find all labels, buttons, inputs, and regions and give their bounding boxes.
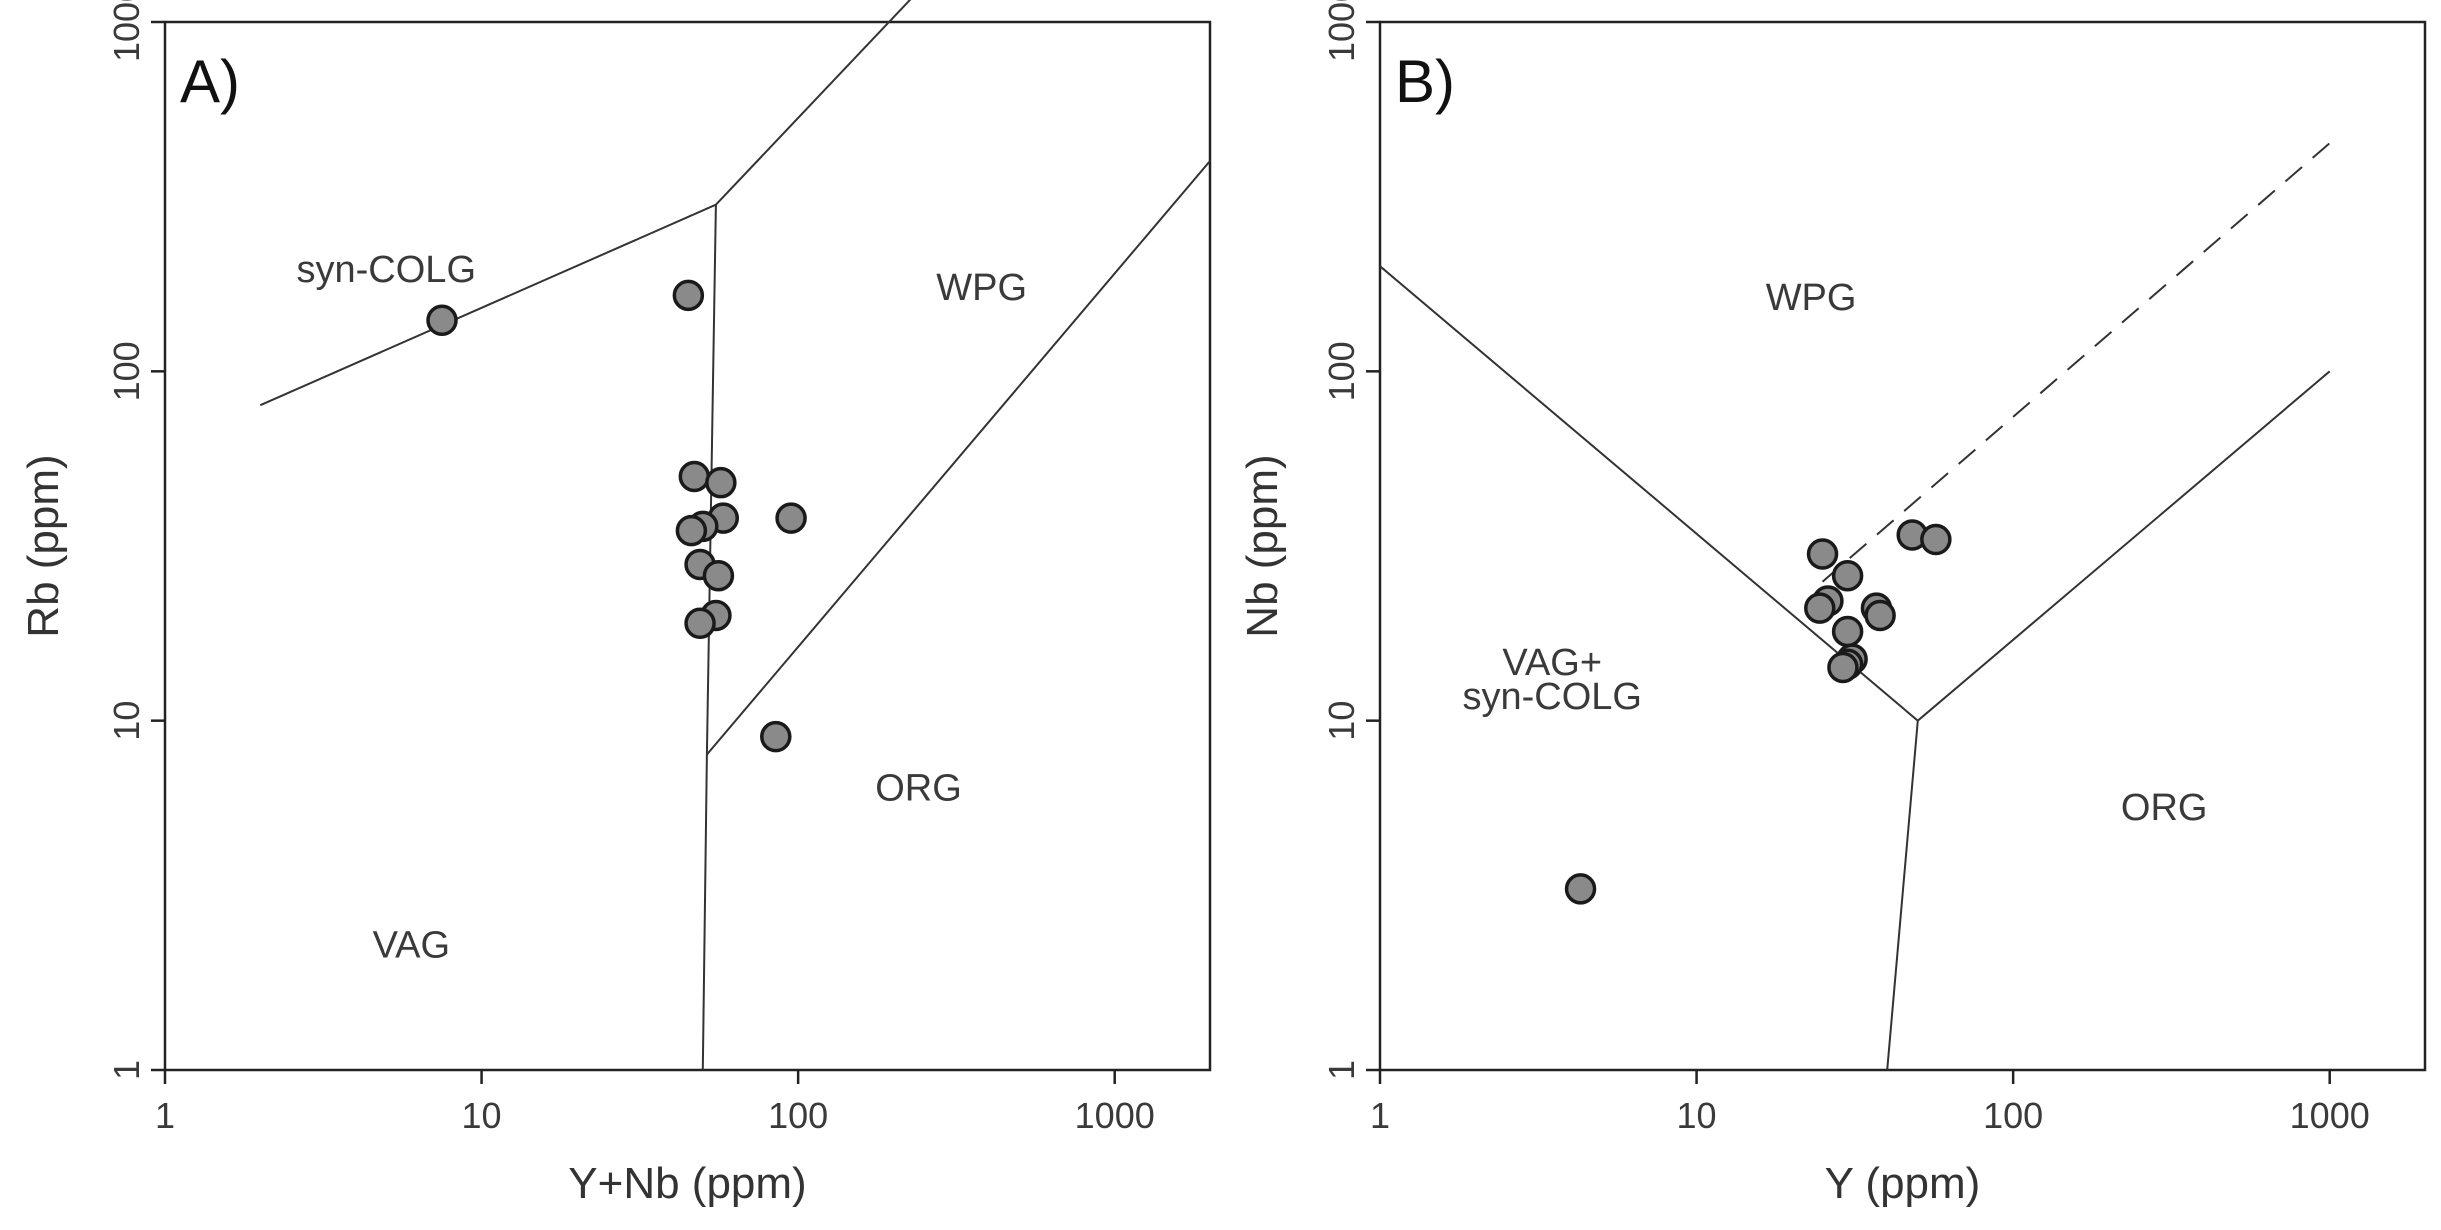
panel-label: B) xyxy=(1395,48,1455,115)
region-label-vag: VAG xyxy=(373,924,450,966)
y-tick-label: 1 xyxy=(106,1060,147,1080)
panel-b-nb-vs-y: 1 10 100 1000 1 10 100 1000 Y (ppm) Nb (ppm) B) WPG… xyxy=(1238,0,2427,1208)
data-point xyxy=(1806,538,1839,570)
x-tick-label: 1000 xyxy=(2290,1095,2370,1136)
y-tick-label: 100 xyxy=(1321,341,1362,401)
y-axis-label: Rb (ppm) xyxy=(19,454,68,637)
data-point xyxy=(1804,592,1836,624)
y-tick-label: 1000 xyxy=(1321,0,1362,62)
x-tick-label: 1 xyxy=(1370,1095,1390,1136)
field-boundary-line xyxy=(706,160,1211,756)
region-label-syn-colg: syn-COLG xyxy=(1462,676,1641,718)
data-point xyxy=(775,502,807,534)
panel-a-rb-vs-ynb: 1 10 100 1000 1 10 100 1000 Y+Nb (ppm) Rb (ppm) A)… xyxy=(19,0,1212,1208)
region-label-org: ORG xyxy=(2121,787,2208,829)
field-boundary-line xyxy=(1886,720,1919,1071)
y-tick-label: 10 xyxy=(106,701,147,741)
data-point xyxy=(1920,523,1952,556)
data-point xyxy=(672,279,705,312)
data-point xyxy=(705,466,737,499)
region-label-org: ORG xyxy=(875,768,962,810)
x-tick-label: 10 xyxy=(1677,1095,1717,1136)
plot-frame xyxy=(163,20,1212,1072)
data-point xyxy=(1831,615,1864,648)
x-tick-label: 100 xyxy=(768,1095,828,1136)
data-point xyxy=(678,460,711,493)
dashed-boundary-line xyxy=(1821,142,2331,583)
y-axis-label: Nb (ppm) xyxy=(1238,454,1287,637)
data-point xyxy=(702,559,735,592)
y-tick-label: 10 xyxy=(1321,701,1362,741)
x-tick-label: 1 xyxy=(155,1095,175,1136)
x-tick-label: 1000 xyxy=(1075,1095,1155,1136)
region-label-vag: VAG+ xyxy=(1502,642,1602,684)
y-tick-label: 1 xyxy=(1321,1060,1362,1080)
field-boundary-line xyxy=(259,0,912,407)
data-point xyxy=(1864,599,1896,632)
data-point xyxy=(760,720,792,753)
x-axis-label: Y+Nb (ppm) xyxy=(568,1159,806,1208)
panel-label: A) xyxy=(180,48,240,115)
y-tick-label: 100 xyxy=(106,341,147,401)
x-axis-label: Y (ppm) xyxy=(1825,1159,1981,1208)
data-point xyxy=(684,607,716,640)
plot-frame xyxy=(1378,20,2427,1072)
x-tick-label: 10 xyxy=(462,1095,502,1136)
data-point xyxy=(426,304,458,337)
region-label-wpg: WPG xyxy=(936,267,1027,309)
x-tick-label: 100 xyxy=(1983,1095,2043,1136)
data-point xyxy=(1564,873,1597,905)
y-tick-label: 1000 xyxy=(106,0,147,62)
region-label-wpg: WPG xyxy=(1766,277,1857,319)
data-point xyxy=(1831,559,1864,592)
data-point xyxy=(675,514,708,547)
region-label-syn-colg: syn-COLG xyxy=(297,249,476,291)
data-point xyxy=(1827,651,1859,684)
